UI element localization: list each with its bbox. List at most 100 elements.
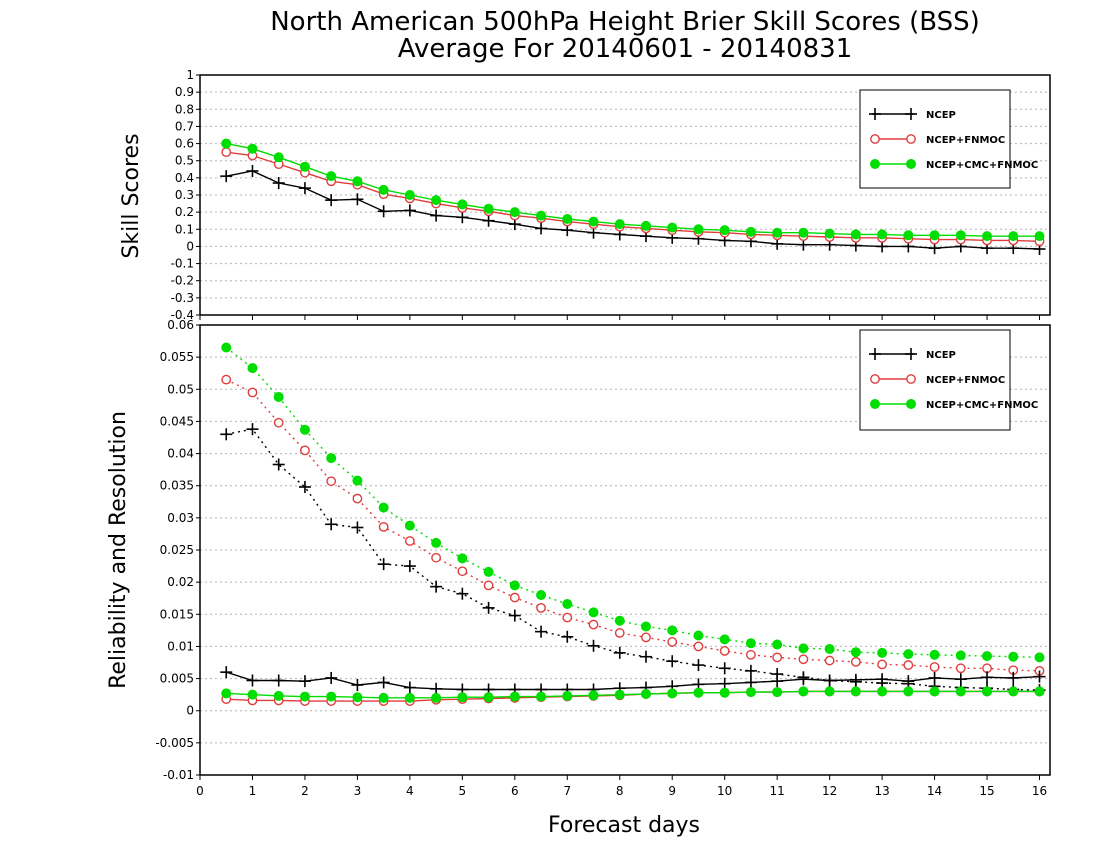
top-y-tick-label: 0.7 [175, 119, 194, 133]
data-point [404, 190, 415, 200]
data-point [483, 580, 494, 591]
data-point [772, 227, 783, 238]
top-y-tick-label: 0.3 [175, 188, 194, 202]
legend-marker [906, 159, 916, 169]
legend-label: NCEP [926, 350, 956, 361]
data-point [483, 203, 494, 214]
data-point [929, 662, 940, 672]
data-point [431, 692, 442, 703]
data-point [483, 692, 494, 703]
data-point [614, 615, 625, 626]
bottom-y-tick-label: 0.005 [160, 672, 194, 686]
x-tick-label: 3 [354, 784, 362, 798]
bottom-y-tick-label: 0.015 [160, 607, 194, 621]
data-point [798, 227, 809, 238]
data-point [903, 230, 914, 241]
legend-box [859, 329, 1011, 431]
reliability-resolution-panel: -0.01 -0.005 0 0.005 0.01 0.015 0.02 0.025 0.03 0… [155, 318, 1051, 798]
data-point [667, 222, 678, 233]
data-point [719, 634, 730, 645]
data-point [326, 453, 337, 464]
data-point [745, 687, 756, 698]
data-point [798, 643, 809, 654]
legend-item-ncep-fnmoc: NCEP+FNMOC [870, 374, 1005, 386]
x-tick-label: 1 [249, 784, 257, 798]
data-point [667, 625, 678, 636]
top-y-tick-label: 1 [186, 68, 194, 82]
data-point [877, 647, 888, 658]
data-point [641, 632, 651, 643]
bottom-y-tick-label: 0.025 [160, 543, 194, 557]
legend-marker [870, 399, 880, 409]
bottom-series-ncep-reliability [220, 666, 1046, 696]
data-point [221, 688, 232, 699]
data-point [824, 686, 835, 697]
top-series-ncep [220, 165, 1046, 255]
bottom-y-axis-label: Reliability and Resolution [106, 411, 131, 689]
data-point [929, 230, 940, 241]
data-point [850, 229, 861, 240]
data-point [955, 663, 966, 674]
x-tick-label: 0 [196, 784, 204, 798]
x-tick-label: 4 [406, 784, 414, 798]
data-point [614, 628, 625, 638]
data-point [614, 689, 625, 700]
top-y-tick-label: 0.4 [175, 171, 194, 185]
data-point [536, 691, 547, 702]
legend-marker [870, 134, 880, 144]
bottom-y-tick-label: 0.055 [160, 350, 194, 364]
data-point [378, 521, 389, 532]
data-point [614, 219, 625, 230]
top-y-tick-label: 0 [186, 239, 194, 253]
x-tick-label: 10 [717, 784, 732, 798]
bottom-y-tick-label: 0.035 [160, 479, 194, 493]
data-point [562, 214, 573, 224]
data-point [536, 590, 547, 600]
data-point [772, 687, 783, 698]
data-point [1034, 231, 1045, 242]
data-point [221, 147, 232, 158]
x-axis-label: Forecast days [548, 813, 700, 838]
data-point [745, 638, 756, 649]
data-point [404, 692, 415, 703]
x-tick-label: 2 [301, 784, 309, 798]
data-point [326, 691, 337, 702]
x-tick-label: 16 [1032, 784, 1047, 798]
bottom-y-tick-label: 0.05 [167, 382, 194, 396]
data-point [824, 644, 835, 654]
legend-label: NCEP+CMC+FNMOC [926, 400, 1038, 411]
bottom-y-tick-label: -0.01 [163, 768, 194, 782]
data-point [509, 691, 520, 702]
bottom-series-ncep-cmc-fnmoc-reliability [221, 686, 1045, 703]
data-point [588, 607, 599, 618]
data-point [982, 686, 993, 697]
data-point [588, 216, 599, 227]
x-tick-label: 13 [874, 784, 889, 798]
bottom-legend: NCEP NCEP+FNMOC NCEP+CMC+FNMOC [859, 329, 1038, 431]
legend-label: NCEP [926, 110, 956, 121]
data-point [457, 692, 468, 703]
data-point [719, 687, 730, 698]
data-point [536, 602, 546, 613]
data-point [483, 566, 494, 577]
data-point [562, 690, 573, 701]
data-point [877, 659, 887, 670]
data-point [798, 686, 809, 697]
data-point [352, 692, 363, 703]
data-point [850, 656, 861, 667]
x-tick-label: 8 [616, 784, 624, 798]
data-point [667, 637, 678, 647]
legend-label: NCEP+FNMOC [926, 375, 1005, 386]
data-point [877, 229, 888, 240]
x-tick-label: 12 [822, 784, 837, 798]
data-point [693, 630, 704, 641]
data-point [1034, 652, 1045, 663]
legend-item-ncep-cmc-fnmoc: NCEP+CMC+FNMOC [870, 159, 1038, 171]
data-point [299, 424, 310, 435]
top-y-axis-label: Skill Scores [119, 133, 144, 258]
data-point [955, 650, 966, 661]
data-point [221, 374, 232, 385]
data-point [562, 612, 573, 623]
data-point [299, 161, 310, 172]
bottom-y-tick-label: 0 [186, 704, 194, 718]
